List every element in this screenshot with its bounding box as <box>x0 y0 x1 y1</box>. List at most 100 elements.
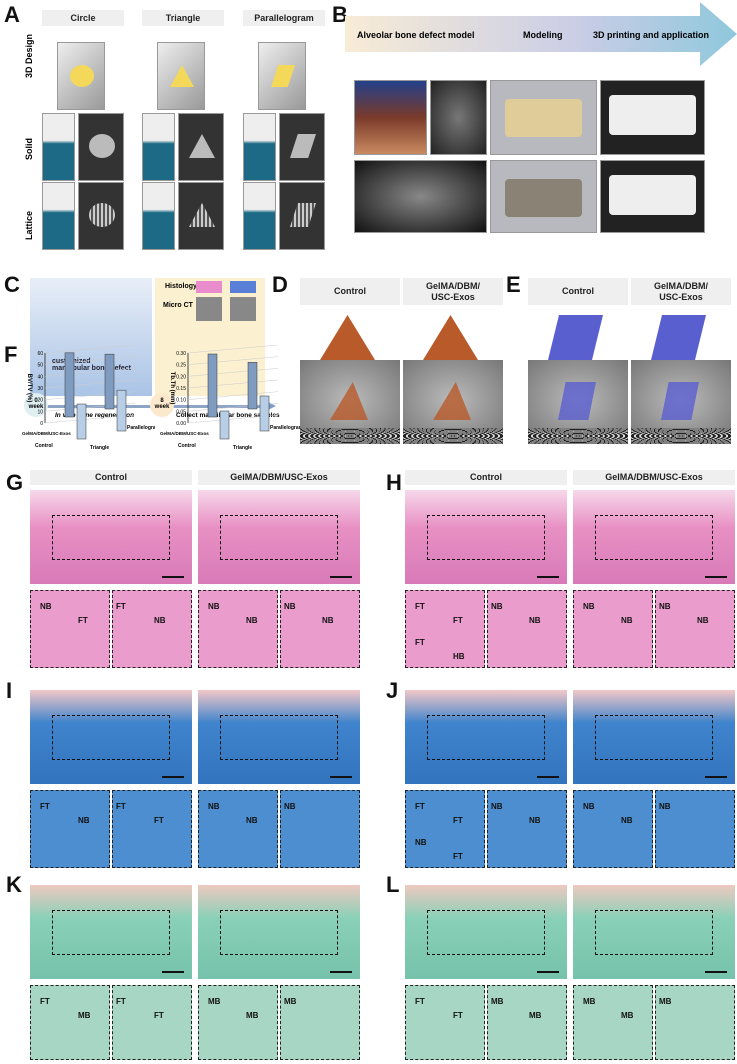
microct-thumb-1 <box>196 297 222 321</box>
rat-defect-illustration <box>30 278 152 396</box>
scaffold-photo <box>279 182 325 250</box>
printed-model-image-2 <box>600 160 705 233</box>
roi-box <box>220 715 338 760</box>
tissue-label: NB <box>529 616 541 625</box>
gridline <box>44 356 136 365</box>
panel-e-label: E <box>506 272 521 297</box>
tissue-label: MB <box>621 1011 634 1020</box>
histology-label: Histology <box>165 283 197 290</box>
tissue-label: NB <box>659 802 671 811</box>
bar-GelMA/DBM/USC-Exos-Parallelogram <box>247 362 258 410</box>
group-label: GelMA/DBM/USC-Exos <box>160 431 209 436</box>
tissue-label: MB <box>246 1011 259 1020</box>
tissue-label: NB <box>154 616 166 625</box>
tissue-label: MB <box>659 997 672 1006</box>
scaffold-shape <box>271 65 295 87</box>
tissue-label: MB <box>529 1011 542 1020</box>
gridline <box>44 345 136 354</box>
column-header: Control <box>405 470 567 485</box>
group-label: Control <box>178 443 196 449</box>
microct-thumb-2 <box>230 297 256 321</box>
bar-GelMA/DBM/USC-Exos-Triangle <box>207 353 218 418</box>
magnified-inset <box>280 985 360 1060</box>
3d-design-image <box>258 42 306 110</box>
scaffold-in-water-image <box>142 113 175 181</box>
scaffold-photo <box>78 113 124 181</box>
defect-overlay <box>558 382 596 420</box>
bar-GelMA/DBM/USC-Exos-Parallelogram <box>104 353 115 410</box>
scaffold-photo <box>178 182 224 250</box>
tissue-label: FT <box>116 602 126 611</box>
panel-i-label: I <box>6 678 13 703</box>
step-3: 3D printing and application <box>593 30 710 40</box>
histology-image <box>30 490 192 584</box>
tissue-label: FT <box>116 802 126 811</box>
gridline <box>187 345 279 354</box>
axial-ct-image <box>430 80 487 155</box>
tissue-label: FT <box>415 638 425 647</box>
microct-section-image <box>403 428 503 444</box>
roi-box <box>220 515 338 560</box>
magnified-inset <box>30 985 110 1060</box>
roi-box <box>427 910 545 955</box>
panel-a-label: A <box>4 2 20 27</box>
column-header: Control <box>30 470 192 485</box>
scaffold-in-water-image <box>42 113 75 181</box>
y-tick-label: 40 <box>37 374 43 380</box>
scale-bar <box>162 576 184 578</box>
3d-reconstruction <box>423 315 478 360</box>
scaffold-shape <box>290 203 316 227</box>
group-label: Control <box>35 443 53 449</box>
tissue-label: NB <box>284 802 296 811</box>
category-label: Triangle <box>233 445 252 451</box>
3d-reconstruction <box>320 315 375 360</box>
magnified-inset <box>487 790 567 868</box>
defect-model-image <box>490 160 597 233</box>
microct-section-image <box>300 428 400 444</box>
magnified-inset <box>405 985 485 1060</box>
panel-k-label: K <box>6 872 22 897</box>
microct-section-image <box>528 428 628 444</box>
tissue-label: NB <box>697 616 709 625</box>
y-tick-label: 0.00 <box>176 421 186 427</box>
scaffold-shape <box>89 203 115 227</box>
printed-model-image-1 <box>600 80 705 155</box>
magnified-inset <box>487 590 567 668</box>
magnified-inset <box>112 590 192 668</box>
magnified-inset <box>655 590 735 668</box>
tissue-label: NB <box>284 602 296 611</box>
histology-image <box>573 885 735 979</box>
panel-d-header-1: GelMA/DBM/ USC-Exos <box>403 278 503 305</box>
magnified-inset <box>573 590 653 668</box>
microct-mandible-image <box>300 360 400 440</box>
scale-bar <box>162 776 184 778</box>
scale-bar <box>537 576 559 578</box>
scaffold-in-water-image <box>42 182 75 250</box>
bar-Control-Parallelogram <box>116 389 127 432</box>
microct-mandible-image <box>631 360 731 440</box>
magnified-inset <box>280 790 360 868</box>
histology-image <box>30 690 192 784</box>
tissue-label: NB <box>322 616 334 625</box>
panel-c-label: C <box>4 272 20 297</box>
tissue-label: FT <box>415 602 425 611</box>
tbth-chart: 0.00 0.05 0.10 0.15 0.20 0.25 0.30 Tb.Th (mm) Ge… <box>160 345 304 451</box>
y-tick-label: 0.05 <box>176 409 186 415</box>
tissue-label: NB <box>40 602 52 611</box>
column-header-2: Parallelogram <box>243 10 325 26</box>
tissue-label: FT <box>116 997 126 1006</box>
tissue-label: NB <box>491 802 503 811</box>
scaffold-shape <box>189 134 215 158</box>
panel-f-label: F <box>4 342 18 367</box>
tissue-label: FT <box>415 802 425 811</box>
scaffold-shape <box>170 65 194 87</box>
3d-reconstruction <box>548 315 603 360</box>
magnified-inset <box>573 985 653 1060</box>
scaffold-photo <box>178 113 224 181</box>
y-tick-label: 30 <box>37 386 43 392</box>
roi-box <box>52 715 170 760</box>
y-tick-label: 0 <box>40 421 43 427</box>
microct-label: Micro CT <box>163 302 193 309</box>
scale-bar <box>330 776 352 778</box>
tissue-label: NB <box>583 802 595 811</box>
